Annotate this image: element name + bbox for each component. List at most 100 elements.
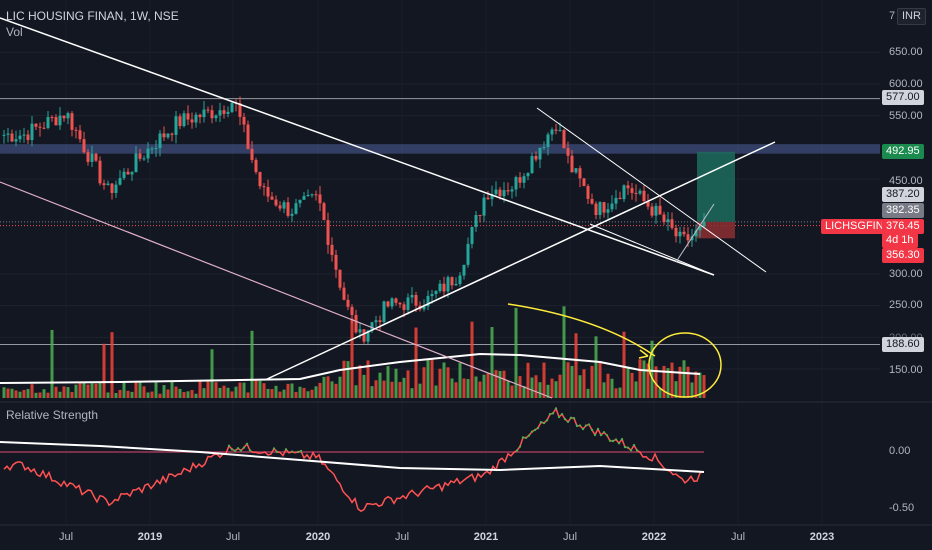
volume-bar bbox=[46, 392, 50, 398]
rs-strong-point bbox=[593, 433, 597, 437]
candle bbox=[58, 107, 62, 130]
candle-body bbox=[190, 119, 194, 123]
candle-body bbox=[566, 148, 570, 156]
candle-body bbox=[454, 284, 458, 286]
candle bbox=[298, 199, 302, 208]
candle-body bbox=[458, 275, 462, 285]
candle-body bbox=[330, 244, 334, 255]
rs-strong-point bbox=[599, 433, 603, 437]
candle-body bbox=[602, 202, 606, 213]
volume-bar bbox=[66, 387, 70, 398]
volume-bar bbox=[362, 374, 366, 398]
rs-strong-point bbox=[566, 420, 570, 423]
rs-label: Relative Strength bbox=[6, 408, 99, 422]
price-tag-188: 188.60 bbox=[882, 337, 924, 352]
candle bbox=[82, 131, 86, 154]
candle-body bbox=[294, 203, 298, 214]
candle-body bbox=[282, 202, 286, 209]
currency-badge[interactable]: INR bbox=[897, 8, 926, 25]
candle bbox=[218, 102, 222, 123]
volume-bar bbox=[94, 383, 98, 398]
volume-bar bbox=[346, 361, 350, 398]
candle bbox=[2, 130, 6, 144]
volume-bar bbox=[298, 386, 302, 398]
volume-bar bbox=[42, 389, 46, 398]
volume-bar bbox=[626, 367, 630, 398]
candle-body bbox=[14, 139, 18, 142]
supply-zone bbox=[0, 144, 880, 154]
candle bbox=[470, 226, 474, 249]
volume-bar bbox=[566, 362, 570, 398]
volume-bar bbox=[618, 387, 622, 398]
candle-body bbox=[402, 304, 406, 310]
countdown-tag: 4d 1h bbox=[882, 233, 918, 248]
candle bbox=[10, 129, 14, 143]
candle-body bbox=[446, 277, 450, 292]
candle bbox=[226, 106, 230, 118]
volume-bar bbox=[158, 393, 162, 398]
rs-strong-point bbox=[596, 427, 600, 431]
candle-body bbox=[194, 114, 198, 123]
volume-bars bbox=[0, 306, 706, 398]
volume-bar bbox=[22, 389, 26, 398]
rs-strong-point bbox=[605, 434, 609, 437]
candle-body bbox=[430, 294, 434, 296]
candle-body bbox=[510, 189, 514, 192]
candle bbox=[586, 184, 590, 204]
rs-strong-point bbox=[629, 448, 633, 452]
candle bbox=[178, 113, 182, 130]
candle-body bbox=[326, 220, 330, 245]
volume-bar bbox=[122, 380, 126, 398]
volume-bar bbox=[202, 388, 206, 398]
candle bbox=[34, 123, 38, 131]
candle-body bbox=[126, 171, 130, 175]
candle-body bbox=[610, 203, 614, 210]
rs-strong-point bbox=[572, 416, 576, 420]
volume-bar bbox=[426, 359, 430, 398]
volume-bar bbox=[366, 360, 370, 398]
candle-body bbox=[38, 126, 42, 128]
candle-body bbox=[310, 194, 314, 196]
candle-body bbox=[338, 269, 342, 288]
volume-bar bbox=[34, 392, 38, 398]
candle-body bbox=[570, 155, 574, 173]
rs-strong-point bbox=[536, 426, 540, 430]
candle-body bbox=[374, 320, 378, 323]
candle-body bbox=[30, 123, 34, 141]
volume-bar bbox=[170, 381, 174, 398]
price-label-top: 7 bbox=[889, 10, 896, 22]
volume-bar bbox=[642, 360, 646, 398]
candle bbox=[50, 115, 54, 122]
volume-bar bbox=[186, 391, 190, 398]
candle-body bbox=[526, 173, 530, 177]
rs-strong-point bbox=[575, 424, 579, 428]
relative-strength-pane bbox=[0, 406, 705, 513]
candle bbox=[478, 214, 482, 223]
candle bbox=[378, 315, 382, 331]
candle bbox=[22, 127, 26, 143]
candle bbox=[78, 124, 82, 143]
volume-bar bbox=[478, 381, 482, 398]
volume-bar bbox=[270, 389, 274, 398]
rs-strong-point bbox=[569, 416, 573, 420]
volume-bar bbox=[602, 382, 606, 398]
rs-strong-point bbox=[548, 412, 552, 416]
volume-bar bbox=[374, 380, 378, 398]
volume-bar bbox=[206, 381, 210, 398]
rs-strong-point bbox=[518, 445, 522, 448]
time-label-2022: 2022 bbox=[641, 531, 667, 543]
candle bbox=[634, 184, 638, 202]
channel-line-lower bbox=[589, 223, 715, 276]
volume-bar bbox=[406, 370, 410, 398]
candle bbox=[190, 112, 194, 129]
volume-bar bbox=[658, 388, 662, 398]
uptrend-line bbox=[264, 141, 776, 381]
candle-body bbox=[594, 203, 598, 215]
candle bbox=[490, 185, 494, 207]
volume-bar bbox=[210, 349, 214, 398]
candle bbox=[582, 178, 586, 187]
volume-bar bbox=[218, 387, 222, 398]
candle-body bbox=[210, 110, 214, 119]
volume-bar bbox=[402, 377, 406, 398]
